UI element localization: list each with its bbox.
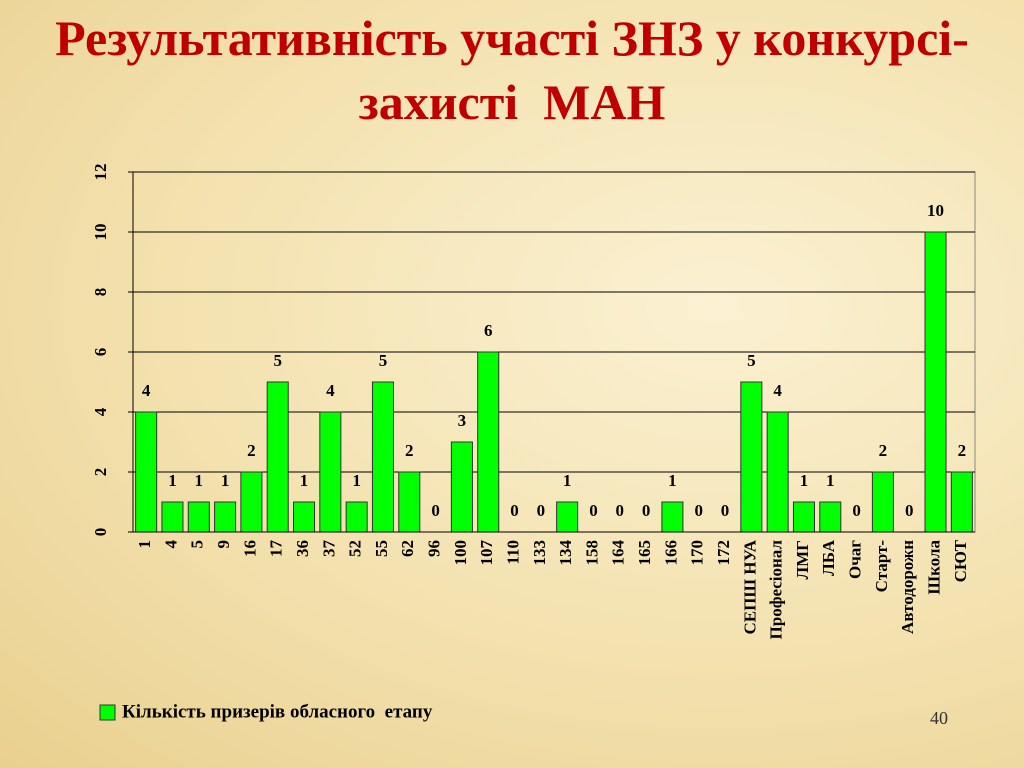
y-tick-label: 6: [91, 348, 110, 357]
bar: [266, 381, 289, 533]
x-tick-label: СЕПШ НУА: [740, 539, 759, 634]
x-tick-label: Школа: [924, 540, 943, 595]
x-tick-label: 96: [425, 540, 444, 557]
x-tick-label: СЮТ: [951, 539, 970, 582]
data-label: 2: [879, 441, 888, 460]
x-tick-label: 1: [135, 540, 154, 549]
slide-number: 40: [930, 708, 948, 728]
bar: [214, 501, 237, 533]
bar: [871, 471, 894, 533]
x-tick-label: 158: [582, 540, 601, 566]
data-label: 1: [563, 471, 572, 490]
x-tick-label: 36: [293, 540, 312, 557]
bar: [924, 231, 947, 533]
x-tick-label: ЛБА: [819, 539, 838, 576]
y-tick-label: 4: [91, 407, 110, 416]
x-tick-label: ЛМГ: [793, 540, 812, 580]
bar: [661, 501, 684, 533]
x-tick-label: 9: [214, 540, 233, 549]
data-label: 1: [826, 471, 835, 490]
x-tick-label: Очаг: [846, 540, 865, 579]
data-label: 0: [431, 501, 440, 520]
data-label: 0: [589, 501, 598, 520]
data-label: 10: [927, 201, 944, 220]
data-label: 1: [221, 471, 230, 490]
y-tick-label: 10: [91, 224, 110, 241]
bar: [950, 471, 973, 533]
bar: [819, 501, 842, 533]
legend-label: Кількість призерів обласного етапу: [122, 701, 433, 722]
x-tick-label: Автодорожн: [898, 540, 917, 634]
x-tick-label: 52: [346, 540, 365, 557]
data-label: 5: [379, 351, 388, 370]
x-tick-label: 166: [661, 540, 680, 566]
data-label: 2: [405, 441, 414, 460]
bar: [477, 351, 500, 533]
x-tick-label: 62: [398, 540, 417, 557]
y-tick-label: 12: [91, 164, 110, 181]
bar: [766, 411, 789, 533]
x-tick-label: Професіонал: [767, 540, 786, 640]
data-label: 6: [484, 321, 493, 340]
bar: [398, 471, 421, 533]
y-tick-label: 0: [91, 528, 110, 537]
data-label: 2: [958, 441, 967, 460]
data-label: 3: [458, 411, 467, 430]
x-tick-label: 172: [714, 540, 733, 566]
data-label: 1: [300, 471, 309, 490]
y-tick-label: 8: [91, 288, 110, 297]
data-label: 0: [852, 501, 861, 520]
data-label: 0: [537, 501, 546, 520]
x-tick-label: 164: [609, 540, 628, 566]
x-tick-label: 16: [240, 540, 259, 557]
x-tick-label: 170: [688, 540, 707, 566]
y-tick-label: 2: [91, 468, 110, 477]
x-tick-label: 55: [372, 540, 391, 557]
bar: [240, 471, 263, 533]
data-label: 1: [168, 471, 177, 490]
chart-title: Результативність участі ЗНЗ у конкурсі-з…: [55, 10, 969, 130]
x-tick-label: 133: [530, 540, 549, 566]
x-tick-label: 110: [503, 540, 522, 565]
bar: [792, 501, 815, 533]
bar: [319, 411, 342, 533]
data-label: 0: [642, 501, 651, 520]
bar: [371, 381, 394, 533]
data-label: 0: [721, 501, 730, 520]
data-label: 0: [694, 501, 703, 520]
data-label: 4: [773, 381, 782, 400]
data-label: 1: [352, 471, 361, 490]
bar: [293, 501, 316, 533]
x-tick-label: 165: [635, 540, 654, 566]
x-tick-label: Старт-: [872, 540, 891, 593]
x-tick-label: 17: [267, 540, 286, 558]
bar: [187, 501, 210, 533]
bar: [740, 381, 763, 533]
data-label: 4: [142, 381, 151, 400]
data-label: 0: [616, 501, 625, 520]
data-label: 5: [273, 351, 282, 370]
x-tick-label: 37: [319, 540, 338, 558]
x-tick-label: 4: [161, 540, 180, 549]
bar: [556, 501, 579, 533]
x-tick-label: 100: [451, 540, 470, 566]
legend-swatch: [99, 704, 116, 721]
data-label: 1: [800, 471, 809, 490]
bar: [345, 501, 368, 533]
x-tick-label: 134: [556, 540, 575, 566]
data-label: 1: [668, 471, 677, 490]
x-tick-label: 5: [188, 540, 207, 549]
data-label: 2: [247, 441, 256, 460]
data-label: 1: [195, 471, 204, 490]
data-label: 4: [326, 381, 335, 400]
data-label: 5: [747, 351, 756, 370]
bar: [161, 501, 184, 533]
x-tick-label: 107: [477, 540, 496, 566]
data-label: 0: [510, 501, 519, 520]
bar: [450, 441, 473, 533]
bar: [135, 411, 158, 533]
data-label: 0: [905, 501, 914, 520]
